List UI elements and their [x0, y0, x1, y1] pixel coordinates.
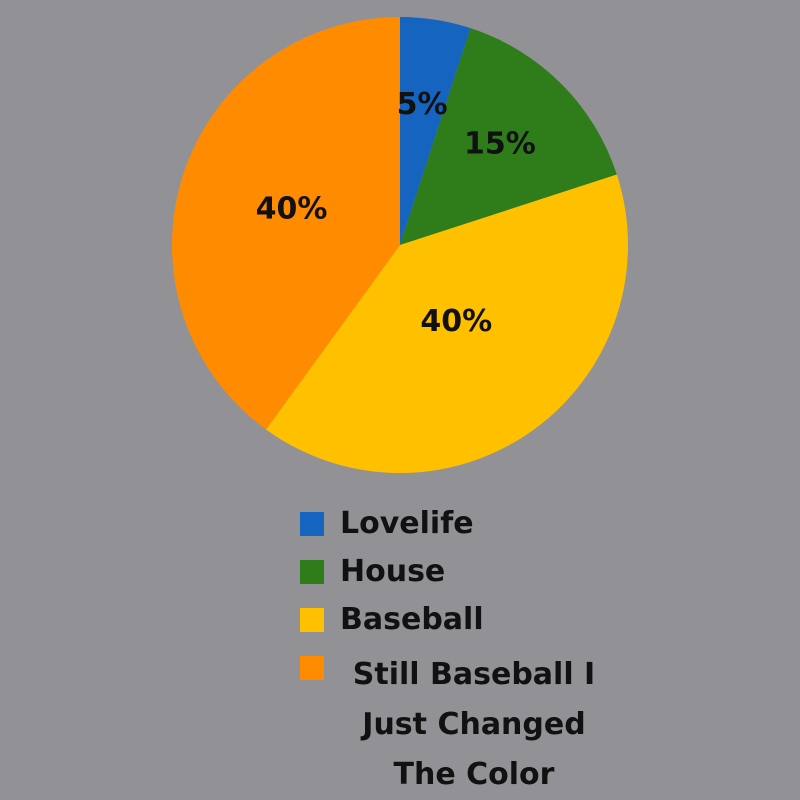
legend-swatch-still-baseball — [300, 656, 324, 680]
legend-swatch-house — [300, 560, 324, 584]
pie-slice-still-baseball — [171, 17, 400, 430]
legend-item-baseball: Baseball — [300, 602, 760, 650]
legend-label-lovelife: Lovelife — [340, 506, 474, 541]
legend-label-house: House — [340, 554, 446, 589]
legend-swatch-lovelife — [300, 512, 324, 536]
legend: Lovelife House Baseball Still Baseball I… — [300, 506, 760, 792]
slice-label-lovelife: 5% — [397, 87, 448, 122]
legend-label-still-baseball: Still Baseball I Just Changed The Color — [352, 657, 596, 792]
slice-label-house: 15% — [464, 127, 536, 162]
legend-item-still-baseball: Still Baseball I Just Changed The Color — [300, 650, 760, 792]
legend-swatch-baseball — [300, 608, 324, 632]
pie-slice-baseball — [265, 174, 628, 473]
slice-label-baseball: 40% — [420, 304, 492, 339]
legend-item-house: House — [300, 554, 760, 602]
slice-label-still-baseball: 40% — [256, 191, 328, 226]
pie-slice-lovelife — [400, 17, 471, 245]
legend-label-baseball: Baseball — [340, 602, 484, 637]
legend-item-lovelife: Lovelife — [300, 506, 760, 554]
pie-slice-house — [400, 28, 617, 245]
